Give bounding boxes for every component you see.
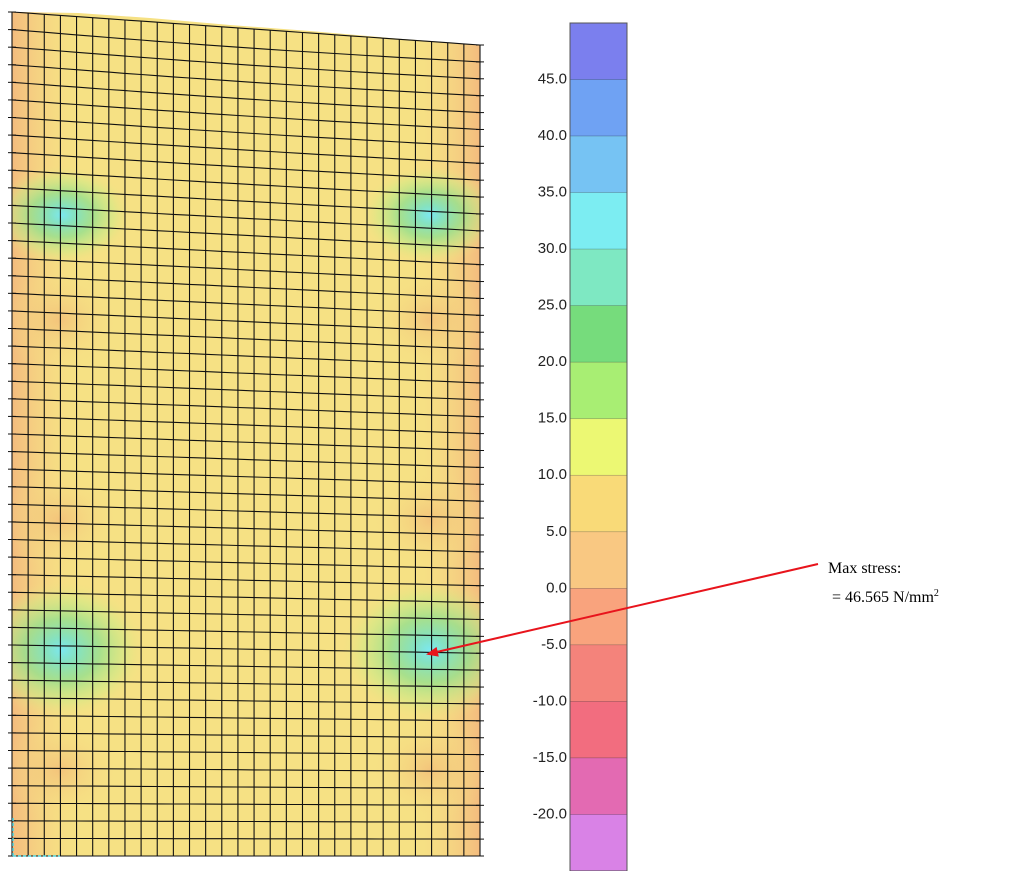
legend-band: [569, 644, 628, 702]
max-stress-arrow: [426, 563, 819, 657]
legend-tick-label: 15.0: [538, 410, 567, 427]
legend-band: [569, 192, 628, 250]
legend-tick-label: 10.0: [538, 466, 567, 483]
legend-tick-label: 30.0: [538, 240, 567, 257]
unit-exponent: 2: [933, 588, 939, 599]
legend-band: [569, 531, 628, 589]
legend-tick-label: 35.0: [538, 184, 567, 201]
legend-tick-label: 20.0: [538, 353, 567, 370]
axis-triad-icon: [12, 816, 60, 857]
max-stress-value: = 46.565 N/mm2: [832, 588, 939, 607]
legend-band: [569, 22, 628, 80]
contour-fill: [12, 12, 480, 856]
legend-tick-label: 45.0: [538, 71, 567, 88]
legend-band: [569, 305, 628, 363]
legend-band: [569, 361, 628, 420]
legend-band: [569, 248, 628, 306]
max-stress-annotation: Max stress: = 46.565 N/mm2: [828, 556, 939, 610]
legend-color-bar: [569, 22, 628, 872]
legend-band: [569, 79, 628, 137]
legend-tick-label: -10.0: [533, 692, 567, 709]
legend-tick-label: 0.0: [546, 579, 567, 596]
legend-band: [569, 588, 628, 646]
mesh-nodes: [8, 11, 484, 857]
legend-tick-label: 5.0: [546, 523, 567, 540]
legend-tick-label: 25.0: [538, 297, 567, 314]
legend-band: [569, 135, 628, 193]
legend-tick-labels: 45.0 40.0 35.0 30.0 25.0 20.0 15.0 10.0 5.0 0.0 -5…: [533, 71, 567, 823]
legend-band: [569, 701, 628, 759]
legend-tick-label: -15.0: [533, 749, 567, 766]
legend-tick-label: -20.0: [533, 805, 567, 822]
legend-band: [569, 474, 628, 533]
legend-band: [569, 757, 628, 815]
max-stress-label: Max stress:: [828, 560, 902, 577]
legend-band: [569, 418, 628, 476]
legend-tick-label: -5.0: [541, 636, 567, 653]
fe-mesh: [8, 11, 484, 857]
legend-band: [569, 814, 628, 872]
legend-tick-label: 40.0: [538, 127, 567, 144]
